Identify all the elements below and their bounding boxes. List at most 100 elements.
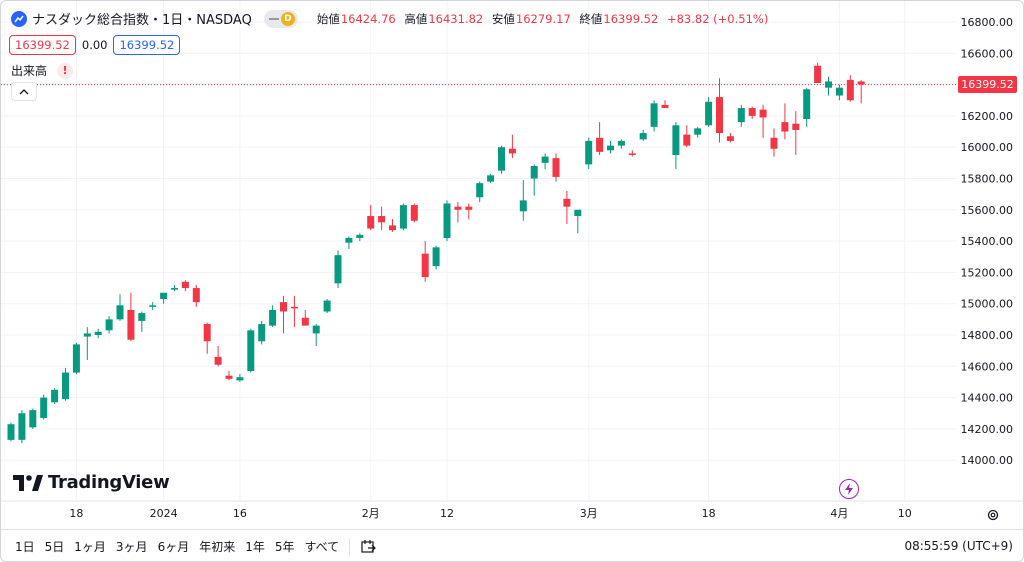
candle-body — [378, 216, 386, 223]
candle-body — [72, 344, 80, 373]
candle — [803, 87, 811, 127]
candle — [432, 245, 440, 270]
low-value: 16279.17 — [515, 11, 571, 26]
candle-body — [585, 140, 593, 165]
candle — [443, 200, 451, 242]
candle-body — [628, 153, 636, 155]
candle — [705, 97, 713, 127]
tradingview-logo[interactable]: TradingView — [13, 472, 170, 493]
time-tick-label: 2024 — [150, 507, 178, 520]
price-tick-label: 15600.00 — [961, 204, 1014, 217]
candle — [759, 104, 767, 138]
candle-body — [672, 125, 680, 155]
candle-body — [356, 234, 364, 238]
candle-body — [454, 206, 462, 210]
candle — [617, 139, 625, 149]
tradingview-logo-icon — [13, 474, 43, 491]
range-button[interactable]: 3ヶ月 — [115, 540, 148, 554]
open-label: 始値 — [316, 11, 340, 26]
candle — [160, 292, 168, 304]
close-label: 終値 — [579, 11, 603, 26]
candles — [7, 62, 865, 443]
sell-price-button[interactable]: 16399.52 — [9, 35, 76, 55]
symbol-title[interactable]: ナスダック総合指数・1日・NASDAQ — [32, 13, 252, 28]
candle — [792, 111, 800, 155]
candlestick-chart[interactable]: 14000.00 14200.00 14400.00 14600.00 14800.00… — [1, 1, 1024, 529]
range-button[interactable]: 1ヶ月 — [74, 540, 106, 554]
candle-body — [280, 302, 287, 312]
candle-body — [705, 101, 713, 126]
time-tick-label: 10 — [898, 507, 912, 520]
candle — [181, 280, 189, 292]
candle-body — [203, 324, 211, 342]
candle-body — [225, 375, 233, 379]
candle — [269, 305, 277, 328]
candle — [530, 164, 538, 196]
candle — [225, 371, 233, 381]
volume-label[interactable]: 出来高 — [11, 64, 48, 78]
candle — [7, 422, 15, 442]
candle — [105, 316, 113, 334]
candle-body — [62, 372, 69, 400]
candle — [421, 241, 429, 282]
open-value: 16424.76 — [340, 11, 396, 26]
candle-body — [465, 206, 473, 210]
candle-body — [247, 330, 255, 371]
candle — [323, 299, 331, 314]
candle-body — [650, 103, 658, 127]
candle — [127, 292, 135, 342]
market-status-badge: D — [280, 11, 295, 26]
candle — [83, 327, 91, 361]
candle — [116, 294, 124, 321]
candle — [607, 140, 614, 154]
candle — [258, 320, 266, 345]
candle-body — [51, 389, 59, 403]
candle — [541, 153, 549, 170]
candle — [770, 128, 778, 157]
range-button[interactable]: 5日 — [44, 540, 65, 554]
candle-body — [803, 89, 811, 119]
candle — [356, 233, 364, 242]
candle-body — [563, 198, 571, 207]
range-button[interactable]: 年初来 — [199, 540, 236, 554]
candle-body — [541, 156, 549, 163]
candle-body — [498, 147, 505, 171]
gear-icon[interactable] — [986, 508, 1000, 522]
range-button[interactable]: すべて — [304, 540, 340, 554]
candle-body — [639, 133, 647, 140]
clock[interactable]: 08:55:59 (UTC+9) — [904, 539, 1013, 553]
collapse-legend-button[interactable] — [11, 82, 37, 101]
range-button[interactable]: 1年 — [245, 540, 265, 554]
time-tick-label: 3月 — [580, 507, 598, 520]
candle — [814, 62, 822, 83]
change-value: +83.82 (+0.51%) — [666, 11, 769, 26]
goto-date-icon[interactable] — [360, 539, 377, 555]
candle-body — [290, 306, 298, 309]
range-button[interactable]: 5年 — [274, 540, 295, 554]
time-tick-label: 18 — [702, 507, 716, 520]
candle — [389, 219, 396, 232]
warning-icon[interactable]: ! — [57, 62, 74, 79]
logo-text: TradingView — [48, 472, 170, 493]
close-value: 16399.52 — [603, 11, 659, 26]
candle — [378, 206, 386, 231]
candle-body — [443, 203, 451, 238]
candle-body — [846, 79, 854, 101]
price-tick-label: 15000.00 — [961, 298, 1014, 311]
candle-body — [694, 128, 702, 135]
lightning-icon[interactable] — [839, 479, 859, 499]
candle — [280, 295, 287, 334]
candle — [596, 122, 604, 155]
candle — [334, 250, 342, 289]
candle — [857, 79, 865, 104]
range-button[interactable]: 6ヶ月 — [157, 540, 190, 554]
candle — [639, 129, 647, 141]
buy-price-button[interactable]: 16399.52 — [113, 35, 181, 55]
candle-body — [258, 324, 266, 342]
range-button[interactable]: 1日 — [15, 540, 35, 554]
candle — [149, 302, 157, 310]
candle — [650, 100, 658, 132]
market-status-toggle[interactable]: D — [263, 9, 298, 28]
candle — [476, 181, 484, 202]
candle — [661, 100, 669, 109]
